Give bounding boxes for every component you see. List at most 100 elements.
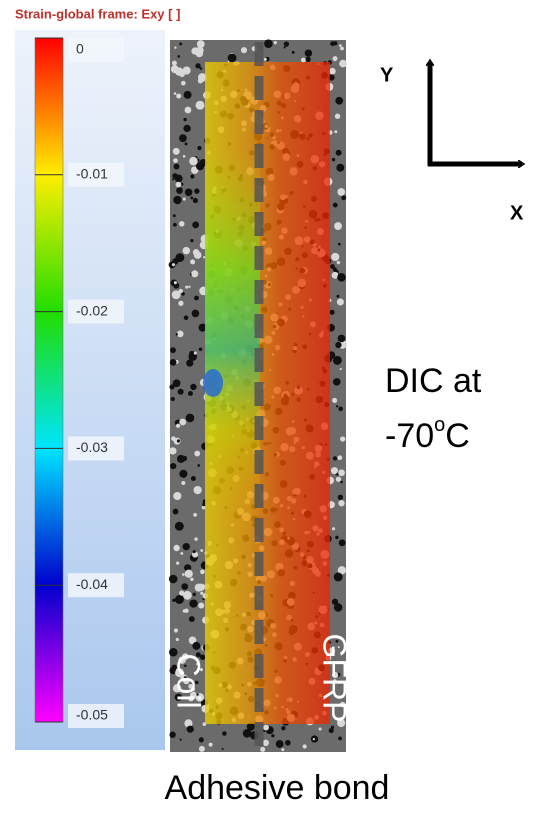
speckle: [199, 654, 206, 660]
speckle: [181, 583, 189, 590]
speckle: [173, 544, 180, 552]
speckle: [271, 734, 275, 738]
speckle: [198, 745, 205, 752]
speckle: [169, 666, 177, 675]
speckle: [188, 636, 197, 645]
colorbar-title: Strain-global frame: Exy [ ]: [15, 6, 180, 21]
speckle: [262, 739, 269, 747]
speckle: [221, 747, 224, 751]
speckle: [332, 456, 338, 461]
speckle: [196, 693, 199, 696]
speckle: [227, 53, 237, 63]
speckle: [334, 222, 342, 230]
speckle: [174, 46, 177, 49]
speckle: [172, 508, 179, 515]
speckle: [335, 149, 342, 156]
speckle: [281, 748, 285, 752]
speckle: [186, 725, 194, 733]
speckle: [186, 359, 194, 367]
speckle: [172, 598, 176, 602]
specimen-image: [168, 39, 347, 752]
speckle: [172, 173, 178, 179]
speckle: [201, 505, 206, 510]
speckle: [338, 273, 341, 276]
speckle: [190, 239, 194, 243]
speckle: [172, 214, 176, 218]
speckle: [300, 57, 306, 63]
speckle: [176, 439, 180, 443]
tick-label-box: [68, 162, 124, 187]
speckle: [333, 572, 343, 582]
specimen-right-label: GFRP: [317, 634, 353, 723]
speckle: [193, 513, 197, 517]
speckle: [196, 662, 199, 666]
speckle: [193, 295, 199, 301]
colorbar-tick-label: 0: [76, 41, 84, 57]
annotation-line: DIC at: [385, 362, 482, 400]
speckle: [273, 41, 277, 45]
speckle: [170, 347, 176, 354]
speckle: [291, 50, 295, 54]
speckle: [197, 464, 201, 467]
speckle: [198, 737, 204, 743]
speckle: [189, 350, 195, 357]
speckle: [194, 583, 203, 592]
speckle: [318, 727, 322, 731]
speckle: [173, 222, 177, 227]
speckle: [195, 100, 205, 110]
speckle: [246, 722, 255, 731]
speckle: [197, 145, 202, 151]
speckle: [195, 162, 205, 171]
speckle: [336, 260, 341, 265]
speckle: [305, 56, 311, 63]
speckle: [171, 263, 176, 267]
speckle: [336, 163, 345, 172]
speckle: [183, 117, 187, 122]
speckle: [176, 454, 186, 463]
speckle: [176, 561, 180, 565]
speckle: [191, 309, 200, 318]
speckle: [335, 96, 344, 105]
speckle: [263, 57, 267, 61]
speckle: [185, 285, 189, 289]
speckle: [171, 436, 176, 441]
speckle: [190, 475, 196, 482]
speckle: [332, 397, 338, 404]
speckle: [176, 187, 183, 194]
speckle: [179, 134, 187, 143]
speckle: [199, 668, 203, 672]
speckle: [191, 270, 199, 278]
speckle: [329, 309, 335, 315]
speckle: [332, 378, 341, 386]
speckle: [188, 285, 191, 288]
speckle: [172, 147, 180, 155]
speckle: [264, 39, 273, 48]
speckle: [333, 603, 343, 612]
speckle: [175, 668, 179, 672]
speckle: [336, 298, 344, 306]
speckle: [281, 725, 286, 731]
speckle: [173, 158, 178, 163]
speckle: [275, 740, 284, 748]
speckle: [332, 56, 338, 62]
temp-sup: o: [434, 414, 445, 436]
temp: -70: [385, 417, 434, 455]
x-axis-label: X: [510, 202, 524, 224]
speckle: [338, 406, 343, 412]
speckle: [169, 731, 176, 738]
speckle: [332, 202, 338, 208]
speckle: [334, 130, 338, 134]
speckle: [331, 527, 336, 531]
speckle: [182, 609, 186, 613]
speckle: [202, 597, 205, 601]
speckle: [189, 599, 198, 608]
speckle: [169, 384, 175, 390]
annotation-temperature: -70oC: [385, 414, 470, 455]
speckle: [330, 41, 336, 47]
speckle: [335, 405, 339, 408]
speckle: [338, 736, 342, 741]
speckle: [179, 221, 185, 227]
speckle: [195, 63, 201, 69]
speckle: [208, 742, 213, 747]
speckle: [173, 195, 182, 205]
